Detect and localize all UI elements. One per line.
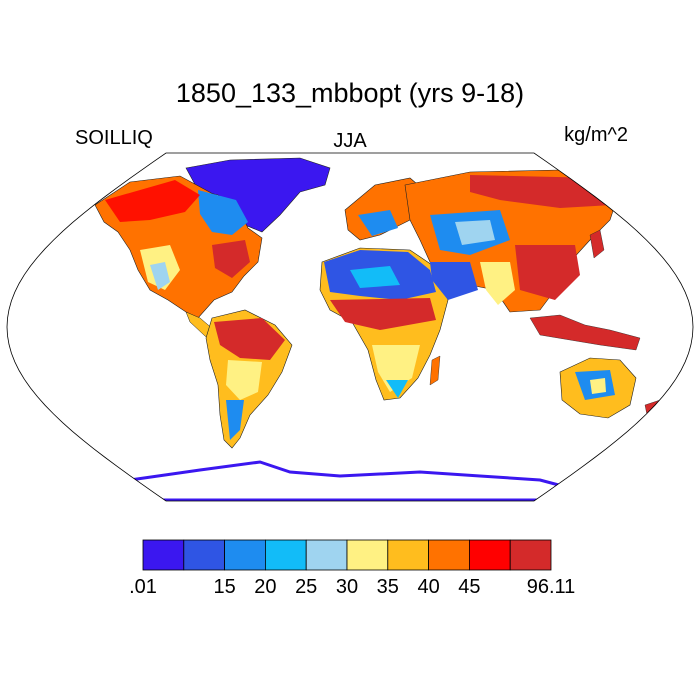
map-title: 1850_133_mbbopt (yrs 9-18) [175,78,525,108]
china-red [515,245,580,300]
greenland [185,157,331,233]
new-zealand [644,399,665,421]
colorbar-box-6 [387,539,429,571]
colorbar-box-8 [468,539,511,571]
sahara-light [350,266,400,288]
colorbar-tick-label: 15 [213,576,236,598]
colorbar-box-0 [142,539,185,571]
na-red-band [105,180,200,222]
europe-blue [358,210,398,236]
africa-lower-yellow [372,345,420,392]
colorbar-tick-label: 40 [417,576,440,598]
na-east-red [212,240,250,278]
sa-red [214,318,285,360]
sa-yellow [226,360,262,400]
colorbar-box-1 [183,539,226,571]
colorbar-box-4 [305,539,348,571]
australia-yellow [590,378,606,394]
japan [589,229,605,259]
units-label: kg/m^2 [564,124,628,146]
india-yellow [480,262,515,305]
indonesia [529,314,641,351]
colorbar-box-2 [224,539,266,571]
colorbar-tick-label: 96.11 [526,576,576,598]
colorbar-box-7 [428,539,470,571]
colorbar-tick-label: 20 [254,576,277,598]
land-layer [94,157,665,501]
globe-outline [6,152,694,502]
colorbar-tick-label: .01 [129,576,157,598]
central-asia-light [455,220,495,245]
madagascar [429,355,441,386]
africa-lower-blue [386,380,408,398]
colorbar-tick-label: 35 [376,576,399,598]
colorbar-box-9 [509,539,552,571]
na-lightblue [150,262,170,290]
colorbar-box-5 [346,539,389,571]
sa-blue [226,400,244,440]
na-blue-patch [198,190,248,235]
sahel-red [330,298,436,330]
colorbar [142,539,552,571]
colorbar-box-3 [264,539,307,571]
colorbar-tick-label: 30 [335,576,359,598]
season-label: JJA [333,130,367,152]
colorbar-tick-label: 25 [295,576,318,598]
arabia-blue [430,262,478,300]
colorbar-tick-label: 45 [458,576,481,598]
antarctica [117,460,584,501]
variable-label: SOILLIQ [75,127,153,149]
